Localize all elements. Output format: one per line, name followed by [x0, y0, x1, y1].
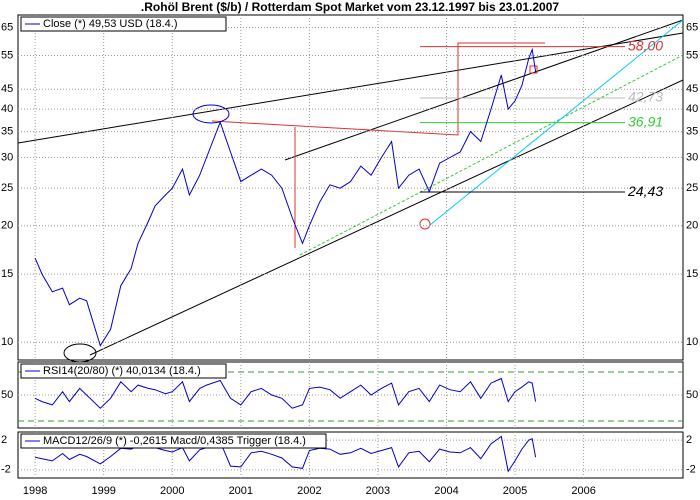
x-tick-label: 1998 [23, 485, 47, 497]
legend-label: MACD12/26/9 (*) -0,2615 Macd/0,4385 Trig… [43, 435, 306, 447]
panel-frame [17, 431, 684, 479]
y-tick-label: -2 [686, 464, 696, 476]
trendline [17, 32, 684, 144]
x-tick-label: 1999 [91, 485, 115, 497]
marker-ellipse [192, 104, 230, 124]
y-tick-label: 2 [686, 434, 692, 446]
y-tick-label: 35 [1, 125, 13, 137]
marker-circle [419, 218, 431, 230]
chart-title: .Rohöl Brent ($/b) / Rotterdam Spot Mark… [141, 0, 559, 14]
marker-ellipse [63, 343, 97, 363]
y-tick-label: 45 [1, 83, 13, 95]
series-line [34, 377, 537, 409]
x-tick-label: 2002 [297, 485, 321, 497]
y-tick-label: 35 [686, 125, 698, 137]
legend-label: RSI14(20/80) (*) 40,0134 (18.4.) [43, 365, 201, 377]
trendline [89, 79, 684, 356]
marker-square [529, 65, 538, 74]
x-tick-label: 2004 [434, 485, 458, 497]
legend-label: Close (*) 49,53 USD (18.4.) [43, 18, 178, 30]
panel-frame [17, 14, 684, 361]
trendline [211, 42, 545, 136]
y-tick-label: 65 [686, 21, 698, 33]
y-tick-label: 30 [686, 151, 698, 163]
x-tick-label: 2006 [571, 485, 595, 497]
y-tick-label: 50 [686, 389, 698, 401]
trendline [284, 19, 684, 161]
y-tick-label: 15 [686, 268, 698, 280]
y-tick-label: 65 [1, 21, 13, 33]
y-tick-label: -2 [1, 464, 11, 476]
y-tick-label: 10 [1, 336, 13, 348]
y-tick-label: 40 [686, 103, 698, 115]
x-tick-label: 2005 [503, 485, 527, 497]
y-tick-label: 40 [1, 103, 13, 115]
level-label: 24,43 [627, 183, 663, 199]
legend-box [20, 16, 227, 32]
level-label: 58,00 [628, 37, 663, 53]
y-tick-label: 20 [686, 220, 698, 232]
y-tick-label: 55 [1, 49, 13, 61]
y-tick-label: 20 [1, 220, 13, 232]
y-tick-label: 15 [1, 268, 13, 280]
legend-box [20, 433, 327, 449]
y-tick-label: 25 [686, 182, 698, 194]
x-tick-label: 2000 [160, 485, 184, 497]
y-tick-label: 25 [1, 182, 13, 194]
y-tick-label: 50 [1, 389, 13, 401]
y-tick-label: 45 [686, 83, 698, 95]
x-tick-label: 2003 [366, 485, 390, 497]
series-line [34, 47, 537, 347]
level-label: 42,73 [628, 89, 663, 105]
y-tick-label: 55 [686, 49, 698, 61]
level-label: 36,91 [628, 113, 663, 129]
trendline [299, 54, 684, 256]
y-tick-label: 10 [686, 336, 698, 348]
y-tick-label: 30 [1, 151, 13, 163]
x-tick-label: 2001 [229, 485, 253, 497]
y-tick-label: 2 [1, 434, 7, 446]
legend-box [20, 363, 227, 379]
